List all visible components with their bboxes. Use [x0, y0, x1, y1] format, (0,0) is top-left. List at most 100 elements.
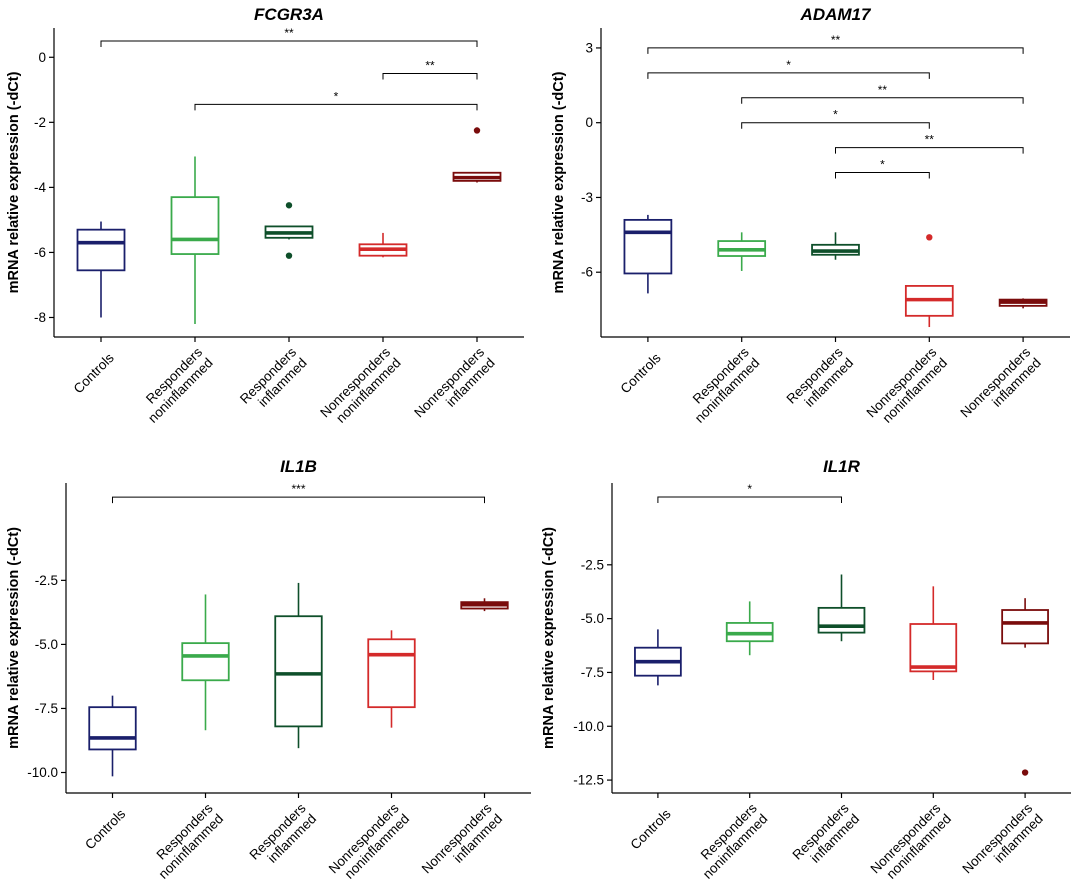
y-tick-label: -7.5: [581, 665, 604, 680]
box-iqr: [274, 615, 323, 728]
box-controls: [76, 221, 126, 318]
bracket-label: **: [925, 133, 935, 147]
x-tick-label: Nonrespondersnoninflammed: [864, 344, 951, 431]
bracket-label: **: [425, 59, 435, 73]
x-tick-label: Nonrespondersnoninflammed: [326, 800, 413, 887]
y-tick-label: -2.5: [35, 573, 58, 588]
x-tick-label: Controls: [82, 806, 128, 852]
x-tick-label: Respondersnoninflammed: [145, 800, 226, 881]
bracket-label: *: [747, 482, 752, 496]
significance-bracket: *: [194, 89, 478, 111]
box-iqr: [909, 623, 958, 673]
x-tick-label: Nonrespondersinflammed: [419, 800, 506, 887]
outlier-point: [473, 127, 481, 134]
box-iqr: [623, 218, 673, 275]
chart-panel-il1b: IL1B mRNA relative expression (-dCt) -2.5 -…: [6, 457, 531, 887]
x-tick-label: Controls: [628, 806, 674, 852]
x-tick-label: Nonrespondersinflammed: [959, 800, 1046, 887]
x-tick-label: Nonrespondersnoninflammed: [868, 800, 955, 887]
bracket-label: *: [833, 108, 838, 122]
significance-bracket: **: [647, 33, 1024, 54]
significance-bracket: ***: [112, 482, 485, 504]
outlier-point: [926, 234, 933, 241]
bracket-line: [835, 147, 1024, 154]
outlier-point: [285, 252, 293, 259]
y-axis-label: mRNA relative expression (-dCt): [551, 71, 567, 293]
significance-bracket: **: [100, 26, 478, 48]
bracket-line: [112, 496, 485, 504]
outlier-point: [1021, 769, 1029, 776]
y-tick-label: -7.5: [35, 701, 58, 716]
bracket-line: [657, 496, 842, 503]
y-tick-label: -3: [581, 190, 593, 205]
x-tick-label-line1: Controls: [628, 806, 674, 852]
box-nonresponders-noninflammed: [358, 232, 408, 258]
box-nonresponders-noninflammed: [904, 234, 954, 328]
box-iqr: [88, 706, 137, 751]
box-controls: [634, 629, 682, 686]
x-tick-label: Nonrespondersnoninflammed: [317, 344, 404, 431]
box-iqr: [170, 196, 220, 255]
bracket-label: **: [878, 83, 888, 97]
bracket-line: [741, 122, 930, 129]
bracket-label: **: [284, 26, 294, 40]
box-nonresponders-inflammed: [1001, 598, 1049, 776]
significance-bracket: **: [382, 59, 478, 80]
box-iqr: [367, 638, 416, 709]
x-tick-label: Respondersinflammed: [247, 800, 320, 873]
box-controls: [623, 214, 673, 294]
x-tick-label: Respondersnoninflammed: [689, 800, 770, 881]
box-responders-inflammed: [817, 574, 866, 642]
chart-title: IL1R: [823, 457, 861, 476]
y-tick-label: -6: [581, 265, 593, 280]
x-tick-label: Respondersinflammed: [784, 344, 857, 417]
y-axis-label: mRNA relative expression (-dCt): [6, 71, 22, 293]
significance-bracket: **: [835, 133, 1024, 154]
y-tick-label: -8: [34, 310, 46, 325]
chart-panel-il1r: IL1R mRNA relative expression (-dCt) -2.5 -…: [541, 457, 1071, 887]
y-tick-label: -12.5: [573, 773, 604, 788]
box-responders-inflammed: [264, 202, 314, 259]
x-tick-label: Controls: [71, 350, 117, 396]
x-tick-label: Respondersnoninflammed: [135, 344, 216, 425]
y-tick-label: -10.0: [27, 765, 58, 780]
box-controls: [88, 695, 137, 777]
y-tick-label: -2.5: [581, 557, 604, 572]
box-nonresponders-inflammed: [460, 598, 509, 612]
x-tick-label: Controls: [618, 350, 664, 396]
chart-title: FCGR3A: [254, 5, 324, 24]
y-tick-label: -10.0: [573, 719, 604, 734]
box-responders-noninflammed: [725, 601, 774, 656]
box-nonresponders-inflammed: [998, 298, 1048, 309]
y-axis-label: mRNA relative expression (-dCt): [6, 527, 22, 749]
box-responders-noninflammed: [170, 156, 220, 324]
box-iqr: [1001, 609, 1049, 645]
box-responders-inflammed: [811, 232, 860, 260]
y-tick-label: -2: [34, 115, 46, 130]
bracket-label: *: [880, 158, 885, 172]
bracket-label: *: [786, 58, 791, 72]
y-tick-label: 0: [38, 50, 46, 65]
x-tick-label-line1: Controls: [618, 350, 664, 396]
bracket-line: [647, 72, 930, 79]
chart-panel-adam17: ADAM17 mRNA relative expression (-dCt) 3 0 -…: [551, 5, 1070, 431]
chart-title: IL1B: [280, 457, 317, 476]
x-tick-label-line1: Controls: [82, 806, 128, 852]
x-tick-label: Respondersnoninflammed: [681, 344, 762, 425]
x-tick-label-line1: Controls: [71, 350, 117, 396]
y-axis-label: mRNA relative expression (-dCt): [541, 527, 557, 749]
bracket-label: ***: [291, 482, 305, 496]
y-tick-label: -5.0: [581, 611, 604, 626]
bracket-line: [194, 103, 478, 111]
x-tick-label: Respondersinflammed: [237, 344, 310, 417]
significance-bracket: *: [657, 482, 842, 503]
significance-bracket: *: [741, 108, 930, 129]
significance-bracket: *: [835, 158, 930, 179]
y-tick-label: -5.0: [35, 637, 58, 652]
bracket-line: [647, 47, 1024, 54]
outlier-point: [285, 202, 293, 209]
y-tick-label: 0: [585, 115, 593, 130]
box-nonresponders-inflammed: [452, 127, 502, 183]
